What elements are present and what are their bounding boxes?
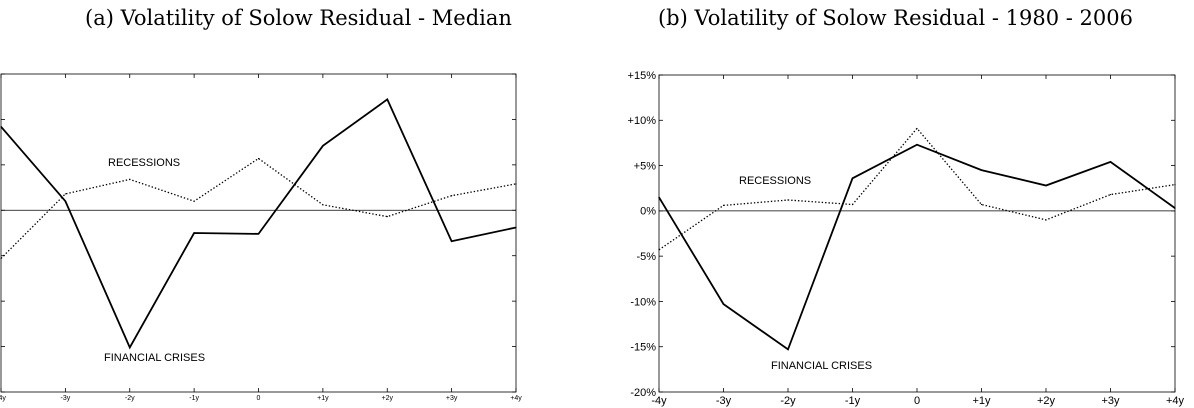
data-point-financial-crises xyxy=(386,98,388,101)
data-point-financial-crises xyxy=(64,200,66,202)
data-point-recessions xyxy=(386,216,388,218)
x-tick-label: -4y xyxy=(651,395,667,407)
data-point-financial-crises xyxy=(1045,184,1047,187)
chart-panel-b: (b) Volatility of Solow Residual - 1980 … xyxy=(597,0,1194,408)
data-point-financial-crises xyxy=(722,303,725,305)
y-tick-label: +10% xyxy=(628,115,657,127)
series-line-financial-crises xyxy=(658,143,1176,351)
data-point-recessions xyxy=(64,193,66,195)
line-chart-a: +15%+10%+5%0%-5%-10%-15%-20%-4y-3y-2y-1y… xyxy=(0,73,522,402)
data-point-financial-crises xyxy=(787,348,789,351)
data-point-financial-crises xyxy=(193,232,195,234)
data-point-recessions xyxy=(851,203,854,206)
y-tick-label: -10% xyxy=(630,296,656,308)
x-tick-label: +1y xyxy=(317,395,329,402)
series-line-financial-crises xyxy=(0,98,517,350)
data-point-recessions xyxy=(257,157,260,160)
annotation-recessions: RECESSIONS xyxy=(108,157,180,169)
y-tick-label: +5% xyxy=(634,160,657,172)
x-tick-label: -3y xyxy=(716,395,732,407)
data-point-financial-crises xyxy=(916,144,918,146)
data-point-recessions xyxy=(1174,183,1176,186)
series-line-recessions xyxy=(0,157,517,259)
chart-title: (b) Volatility of Solow Residual - 1980 … xyxy=(657,6,1134,30)
data-point-recessions xyxy=(1045,219,1047,221)
y-tick-label: 0% xyxy=(640,206,656,218)
x-tick-label: +2y xyxy=(382,395,394,402)
chart-title: (a) Volatility of Solow Residual - Media… xyxy=(85,6,512,30)
data-point-financial-crises xyxy=(515,226,517,229)
x-tick-label: -1y xyxy=(845,395,861,407)
data-point-financial-crises xyxy=(851,177,854,179)
data-point-recessions xyxy=(722,204,725,207)
data-point-recessions xyxy=(451,195,453,197)
line-chart-b: +15% +10% +5% 0% -5% -10% -15% -20%-4y -3y -2y -1y… xyxy=(628,70,1185,407)
annotation-financial-crises: FINANCIAL CRISES xyxy=(104,352,205,364)
series-line-recessions xyxy=(658,127,1176,251)
x-tick-label: +3y xyxy=(446,395,458,402)
data-point-financial-crises xyxy=(322,145,324,147)
y-tick-label: -20% xyxy=(630,387,656,399)
data-point-financial-crises xyxy=(451,240,453,242)
x-tick-label: -3y xyxy=(61,395,71,402)
chart-panel-a: (a) Volatility of Solow Residual - Media… xyxy=(0,6,522,402)
x-tick-label: +3y xyxy=(1101,395,1120,407)
data-point-recessions xyxy=(980,203,983,206)
data-point-recessions xyxy=(1109,193,1112,196)
data-point-recessions xyxy=(916,127,918,130)
data-point-recessions xyxy=(129,178,131,180)
x-tick-label: -2y xyxy=(125,395,135,402)
data-point-recessions xyxy=(787,199,789,201)
x-tick-label: 0 xyxy=(257,395,261,402)
x-tick-label: +4y xyxy=(1166,395,1185,407)
data-point-financial-crises xyxy=(129,346,131,349)
y-tick-label: -15% xyxy=(630,342,656,354)
data-point-recessions xyxy=(658,249,660,251)
data-point-financial-crises xyxy=(658,196,660,198)
x-tick-label: +4y xyxy=(510,395,522,402)
data-point-financial-crises xyxy=(1109,161,1112,163)
plot-frame xyxy=(658,74,1176,393)
x-tick-label: -1y xyxy=(189,395,199,402)
x-tick-label: +2y xyxy=(1037,395,1056,407)
x-tick-label: 0 xyxy=(914,395,920,407)
data-point-recessions xyxy=(0,257,2,260)
y-tick-label: -5% xyxy=(636,251,656,263)
annotation-recessions: RECESSIONS xyxy=(739,175,811,187)
data-point-financial-crises xyxy=(980,169,983,171)
data-point-financial-crises xyxy=(1174,207,1176,209)
data-point-financial-crises xyxy=(257,233,260,235)
x-tick-label: -4y xyxy=(0,395,6,402)
data-point-financial-crises xyxy=(0,126,2,128)
y-tick-label: +15% xyxy=(628,70,657,82)
data-point-recessions xyxy=(515,183,517,185)
data-point-recessions xyxy=(193,200,195,202)
x-tick-label: +1y xyxy=(972,395,991,407)
data-point-recessions xyxy=(322,204,324,206)
x-tick-label: -2y xyxy=(780,395,796,407)
annotation-financial-crises: FINANCIAL CRISES xyxy=(771,360,872,372)
